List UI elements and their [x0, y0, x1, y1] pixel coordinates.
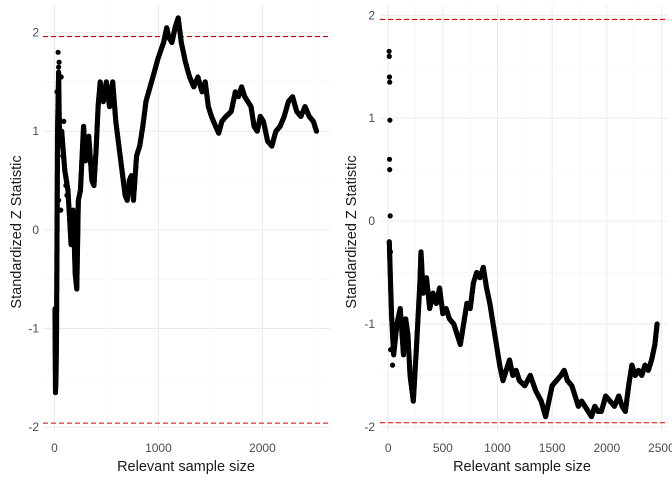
left-chart-x-tick-label: 2000 [249, 441, 276, 455]
right-chart-x-tick-label: 1000 [484, 441, 511, 455]
right-chart-tick-labels: -2 -1 0 1 2 0 500 1000 1500 2000 2500 [364, 8, 672, 455]
right-chart-data-point [388, 347, 394, 353]
right-chart-x-tick-label: 2000 [593, 441, 620, 455]
left-chart-data-point [61, 118, 67, 124]
left-chart-data-point [313, 128, 320, 134]
left-chart-x-tick-label: 1000 [145, 441, 172, 455]
right-chart-y-axis-title: Standardized Z Statistic [344, 155, 360, 308]
left-chart-data-point [54, 89, 60, 95]
left-chart-y-tick-label: -1 [28, 321, 39, 335]
left-chart-x-tick-label: 0 [51, 441, 58, 455]
right-chart-y-tick-label: 1 [368, 111, 375, 125]
right-chart-gridlines [380, 5, 668, 432]
right-chart-data-point [392, 326, 398, 332]
right-chart-data-point [654, 321, 660, 327]
right-chart-reference-lines [380, 18, 668, 424]
left-chart-data-point [60, 153, 66, 159]
left-chart-panel: -2 -1 0 1 2 0 1000 2000 Relevant sample size St… [9, 5, 330, 475]
right-chart-y-tick-label: 0 [368, 214, 375, 228]
right-chart-data-point [387, 167, 393, 173]
left-chart-x-axis-title: Relevant sample size [117, 459, 255, 475]
left-chart-data-point [58, 207, 64, 213]
right-chart-data-point [386, 53, 392, 60]
right-chart-data-point [387, 249, 393, 255]
left-chart-data-point [55, 49, 61, 55]
right-chart-y-tick-label: 2 [368, 8, 375, 22]
left-chart-points [52, 15, 320, 396]
right-chart-panel: -2 -1 0 1 2 0 500 1000 1500 2000 2500 Relevant sam… [344, 5, 672, 475]
left-chart-y-tick-label: -2 [28, 420, 39, 434]
right-chart-x-tick-label: 0 [385, 441, 392, 455]
right-chart-data-point [386, 48, 392, 54]
left-chart-data-point [63, 182, 69, 189]
right-chart-y-tick-label: -2 [364, 420, 375, 434]
right-chart-data-point [390, 362, 396, 368]
left-chart-data-point [58, 74, 64, 80]
right-chart-data-point [387, 79, 393, 85]
right-chart-data-point [386, 74, 393, 80]
left-chart-tick-labels: -2 -1 0 1 2 0 1000 2000 [28, 26, 276, 455]
right-chart-x-axis-title: Relevant sample size [453, 459, 591, 475]
right-chart-data-point [387, 213, 393, 219]
left-chart-data-point [56, 59, 62, 65]
right-chart-x-tick-label: 2500 [648, 441, 672, 455]
left-chart-data-point [56, 197, 62, 203]
left-chart-data-point [64, 192, 70, 198]
right-chart-x-tick-label: 500 [433, 441, 453, 455]
left-chart-y-tick-label: 0 [32, 223, 39, 237]
left-chart-y-tick-label: 1 [32, 124, 39, 138]
left-chart-data-point [56, 64, 62, 70]
left-chart-y-tick-label: 2 [32, 26, 39, 40]
left-chart-y-axis-title: Standardized Z Statistic [9, 155, 25, 308]
right-chart-data-point [386, 156, 393, 162]
right-chart-x-tick-label: 1500 [539, 441, 566, 455]
right-chart-data-point [387, 117, 393, 123]
right-chart-y-tick-label: -1 [364, 317, 375, 331]
right-chart-points [386, 48, 660, 420]
right-chart-data-point [402, 341, 408, 348]
